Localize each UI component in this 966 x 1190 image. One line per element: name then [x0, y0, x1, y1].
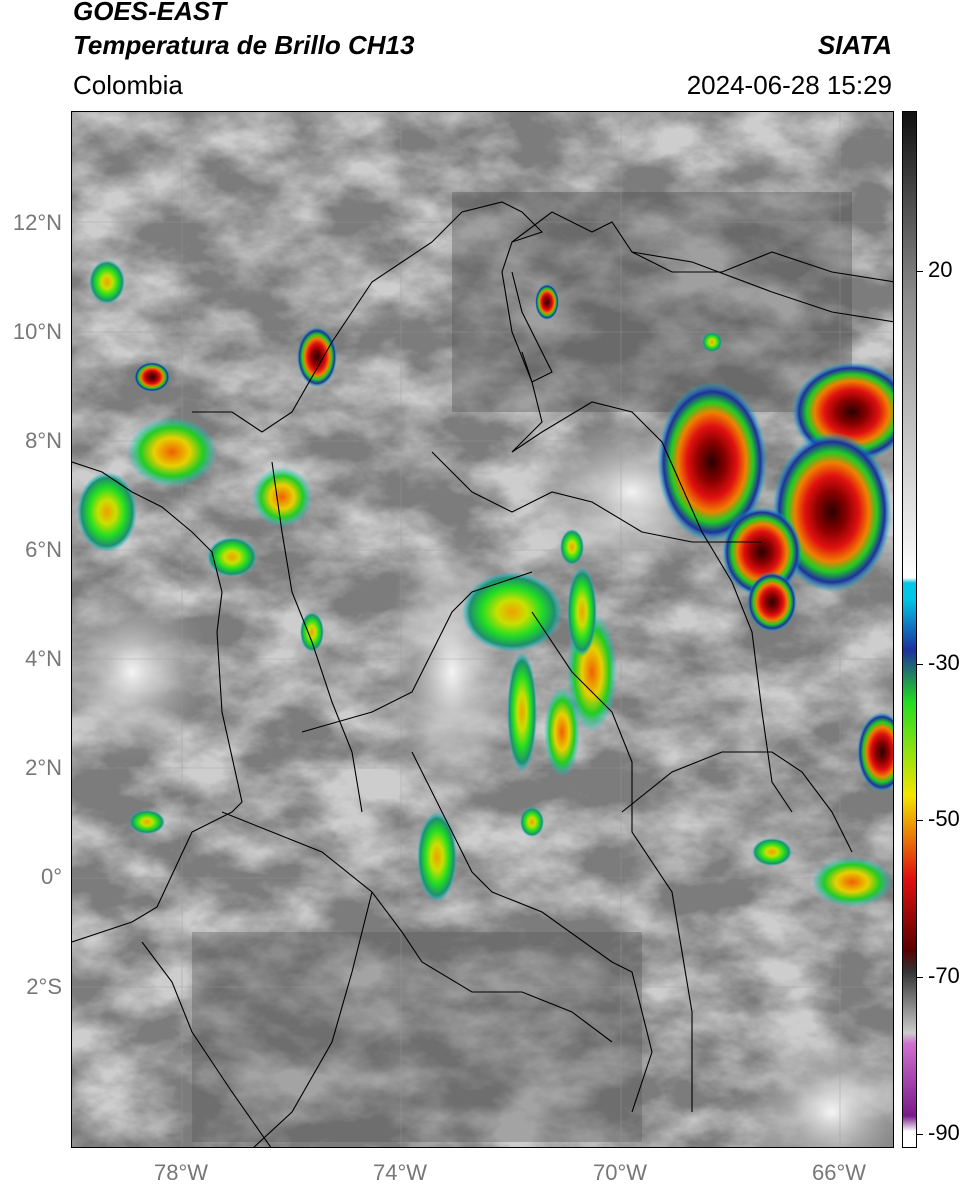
region-label: Colombia — [73, 70, 183, 100]
title-line-2: Temperatura de Brillo CH13 — [73, 30, 415, 60]
lat-label-8n: 8°N — [25, 428, 62, 453]
colorbar-tick — [917, 820, 923, 821]
map-canvas — [72, 112, 893, 1147]
lat-label-0: 0° — [40, 864, 62, 889]
lon-label-78w: 78°W — [153, 1160, 209, 1185]
cloud-area — [382, 522, 522, 822]
lat-label-10n: 10°N — [12, 319, 62, 344]
colorbar-tick — [917, 664, 923, 665]
borders — [72, 201, 893, 1147]
lon-label-74w: 74°W — [372, 1160, 428, 1185]
storm-cells — [77, 260, 893, 907]
colorbar-tick — [917, 271, 923, 272]
colorbar — [902, 111, 917, 1148]
colorbar-tick — [917, 977, 923, 978]
lat-label-2n: 2°N — [25, 755, 62, 780]
lon-label-66w: 66°W — [811, 1160, 867, 1185]
colorbar-label-minus70: -70 — [928, 963, 960, 988]
colorbar-label-minus50: -50 — [928, 806, 960, 831]
colorbar-tick — [917, 1134, 923, 1135]
timestamp-label: 2024-06-28 15:29 — [686, 70, 892, 100]
lon-label-70w: 70°W — [592, 1160, 648, 1185]
satellite-map — [71, 111, 894, 1148]
dark-region — [452, 192, 852, 412]
colorbar-label-minus90: -90 — [928, 1120, 960, 1145]
title-line-1: GOES-EAST — [73, 0, 227, 26]
cloud-area — [742, 1032, 893, 1147]
lat-label-12n: 12°N — [12, 210, 62, 235]
dark-region — [192, 932, 642, 1142]
lat-label-2s: 2°S — [26, 974, 62, 999]
cloud-area — [72, 582, 212, 762]
organization-label: SIATA — [817, 30, 892, 60]
lat-label-6n: 6°N — [25, 537, 62, 562]
colorbar-label-minus30: -30 — [928, 650, 960, 675]
lat-label-4n: 4°N — [25, 646, 62, 671]
colorbar-label-20: 20 — [928, 257, 953, 282]
